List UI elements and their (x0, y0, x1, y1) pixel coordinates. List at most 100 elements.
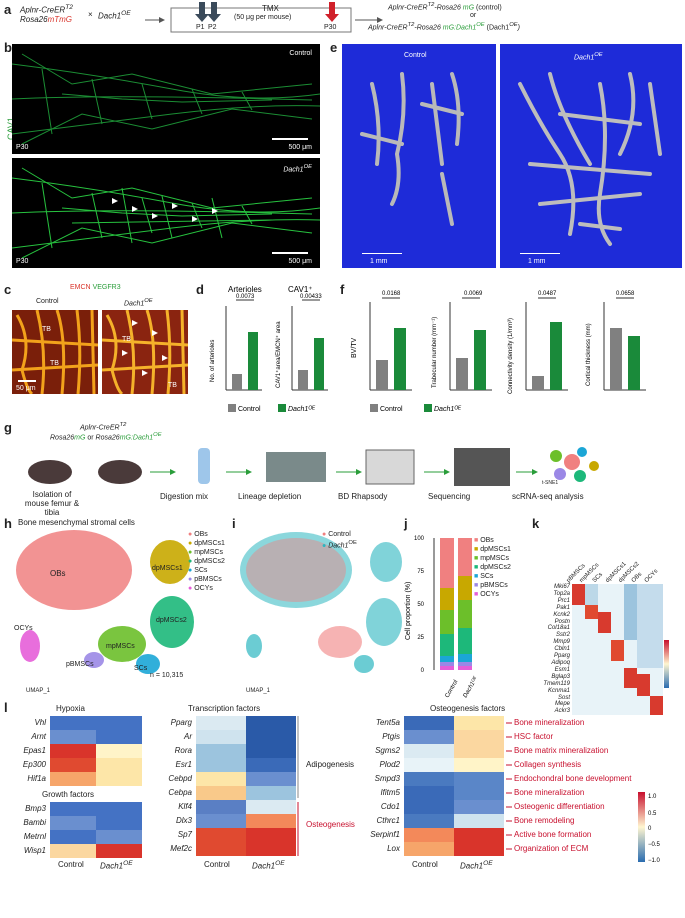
osteogenesis-label: Osteogenesis (306, 820, 355, 829)
svg-text:0: 0 (648, 826, 652, 832)
render-control: Control 1 mm (342, 44, 496, 268)
or-label: or (470, 12, 477, 19)
timeline-diagram (145, 2, 383, 33)
k-heatmap (572, 584, 663, 715)
svg-text:0: 0 (421, 668, 425, 674)
svg-text:SCs: SCs (134, 665, 148, 672)
svg-text:−1.0: −1.0 (648, 858, 661, 864)
svg-text:dpMSCs1: dpMSCs1 (152, 565, 183, 572)
f3-pvalue: 0.0487 (538, 291, 557, 297)
tb-label: TB (122, 336, 131, 343)
growth-title: Growth factors (42, 790, 95, 799)
stacked-bar-chart: 0 25 50 75 100 Cell proportion (%) Contr… (405, 536, 480, 699)
panel-h-label: h (4, 516, 12, 531)
c-texture-control (11, 309, 99, 396)
svg-text:0.5: 0.5 (648, 811, 657, 817)
svg-text:mpMSCs: mpMSCs (106, 643, 135, 650)
legend-swatch-control (370, 404, 378, 412)
panel-j-label: j (404, 516, 408, 531)
c-scale: 50 μm (16, 385, 36, 392)
sequencer-icon (454, 448, 510, 486)
f-chart-cort: 0.0658 Cortical thickness (mm) (586, 291, 646, 391)
tf-brackets (297, 716, 299, 856)
tb-label: TB (168, 382, 177, 389)
growth-heatmap (50, 802, 142, 858)
f3-ylabel: Connectivity density (1/mm³) (508, 318, 514, 394)
scale-bar (272, 138, 308, 140)
f1-pvalue: 0.0168 (382, 291, 401, 297)
micrograph-control: Control P30 500 μm (11, 44, 321, 154)
l2-x-control: Control (204, 860, 230, 869)
og-heatmap (404, 716, 504, 856)
l-colorbar: 1.0 0.5 0 −0.5 −1.0 (638, 792, 661, 864)
b-scale-label: 500 μm (288, 144, 313, 151)
legend-swatch-control (228, 404, 236, 412)
g-genotype-1: Aplnr-CreERT2 (80, 422, 127, 432)
svg-text:OCYs: OCYs (14, 625, 33, 632)
d-title-arterioles: Arterioles (228, 285, 262, 294)
panel-b-label: b (4, 40, 12, 55)
e-dach-label: Dach1OE (574, 52, 603, 62)
p2-label: P2 (208, 24, 217, 31)
mouse-line-3: Dach1OE (98, 10, 131, 21)
hypoxia-title: Hypoxia (56, 704, 85, 713)
bar-dach1 (458, 538, 472, 670)
panel-a-label: a (4, 2, 12, 17)
c-control-title: Control (36, 298, 59, 305)
f3-bar-control (532, 376, 544, 390)
cluster-ocys (20, 630, 40, 662)
p30-arrow-icon (325, 2, 339, 22)
cluster-mpmscs (98, 626, 146, 662)
og-genes: Tent5a Ptgis Sgms2 Plod2 Smpd3 Ifitm5 Cdo1 Cth… (370, 718, 400, 853)
d1-bar-control (232, 374, 242, 390)
mouse-line-1: Aplnr-CreERT2 (20, 4, 73, 15)
k-colorbar (664, 640, 669, 688)
legend-dach1: Dach1ᴼᴱ (434, 406, 462, 413)
p30-label: P30 (324, 24, 337, 31)
result-control: Aplnr-CreERT2-Rosa26 mG (control) (388, 2, 502, 12)
f4-bar-dach1 (628, 336, 640, 390)
tmx-label: TMX (262, 4, 279, 13)
svg-text:75: 75 (417, 569, 424, 575)
legend-swatch-dach1 (424, 404, 432, 412)
f-chart-conn: 0.0487 Connectivity density (1/mm³) (508, 291, 568, 394)
tmx-dose: (50 μg per mouse) (234, 14, 292, 21)
f2-bar-dach1 (474, 330, 486, 390)
svg-text:pBMSCs: pBMSCs (66, 661, 94, 668)
k-gene-labels: Mki67 Top2a Prc1 Pak1 Kcnk2 Postn Col18a1 Sstr… (543, 584, 570, 715)
c-stain-labels: EMCN VEGFR3 (70, 284, 121, 291)
l1-x-control: Control (58, 860, 84, 869)
og-annotations: Bone mineralization HSC factor Bone matrix… (514, 718, 632, 853)
c-dach-title: Dach1OE (124, 298, 153, 308)
svg-text:Dach1ᴼᴱ: Dach1ᴼᴱ (462, 675, 480, 699)
i-umap1: UMAP_1 (246, 688, 271, 694)
d1-pvalue: 0.0073 (236, 294, 255, 300)
legend-item: ● OCYs (188, 585, 213, 592)
cluster-dpmscs1 (150, 540, 190, 584)
svg-text:OBs: OBs (50, 569, 66, 578)
hypoxia-genes: Vhl Arnt Epas1 Ep300 Hif1a (22, 718, 46, 783)
d2-ylabel: CAV1⁺area/EMCN⁺ area (275, 321, 282, 388)
scale-bar (520, 253, 560, 254)
i-legend: ● Control ● Dach1OE (322, 530, 357, 550)
e-dach-scale: 1 mm (528, 258, 546, 265)
cross-symbol: × (88, 10, 93, 19)
scale-bar (362, 253, 402, 254)
svg-text:50: 50 (417, 602, 424, 608)
l1-x-dach1: Dach1OE (100, 860, 133, 871)
legend-control: Control (238, 406, 261, 413)
g-genotype-2: Rosa26mG or Rosa26mG:Dach1OE (50, 432, 162, 442)
vessel-network-dach1 (11, 167, 321, 259)
legend-control: Control (380, 406, 403, 413)
j-legend: ■ OBs ■ dpMSCs1 ■ mpMSCs ■ dpMSCs2 ■ SCs… (474, 537, 511, 598)
scale-bar (18, 380, 36, 382)
cluster-scs (136, 654, 160, 674)
result-dach: Aplnr-CreERT2-Rosa26 mG:Dach1OE (Dach1OE… (368, 22, 520, 32)
c-texture-dach1 (101, 309, 189, 396)
svg-text:Cell proportion (%): Cell proportion (%) (405, 582, 412, 640)
timeline-box (170, 7, 352, 33)
bone-render-dach1 (518, 72, 662, 246)
svg-text:1.0: 1.0 (648, 794, 657, 800)
l3-x-control: Control (412, 860, 438, 869)
render-dach1: Dach1OE 1 mm (500, 44, 682, 268)
